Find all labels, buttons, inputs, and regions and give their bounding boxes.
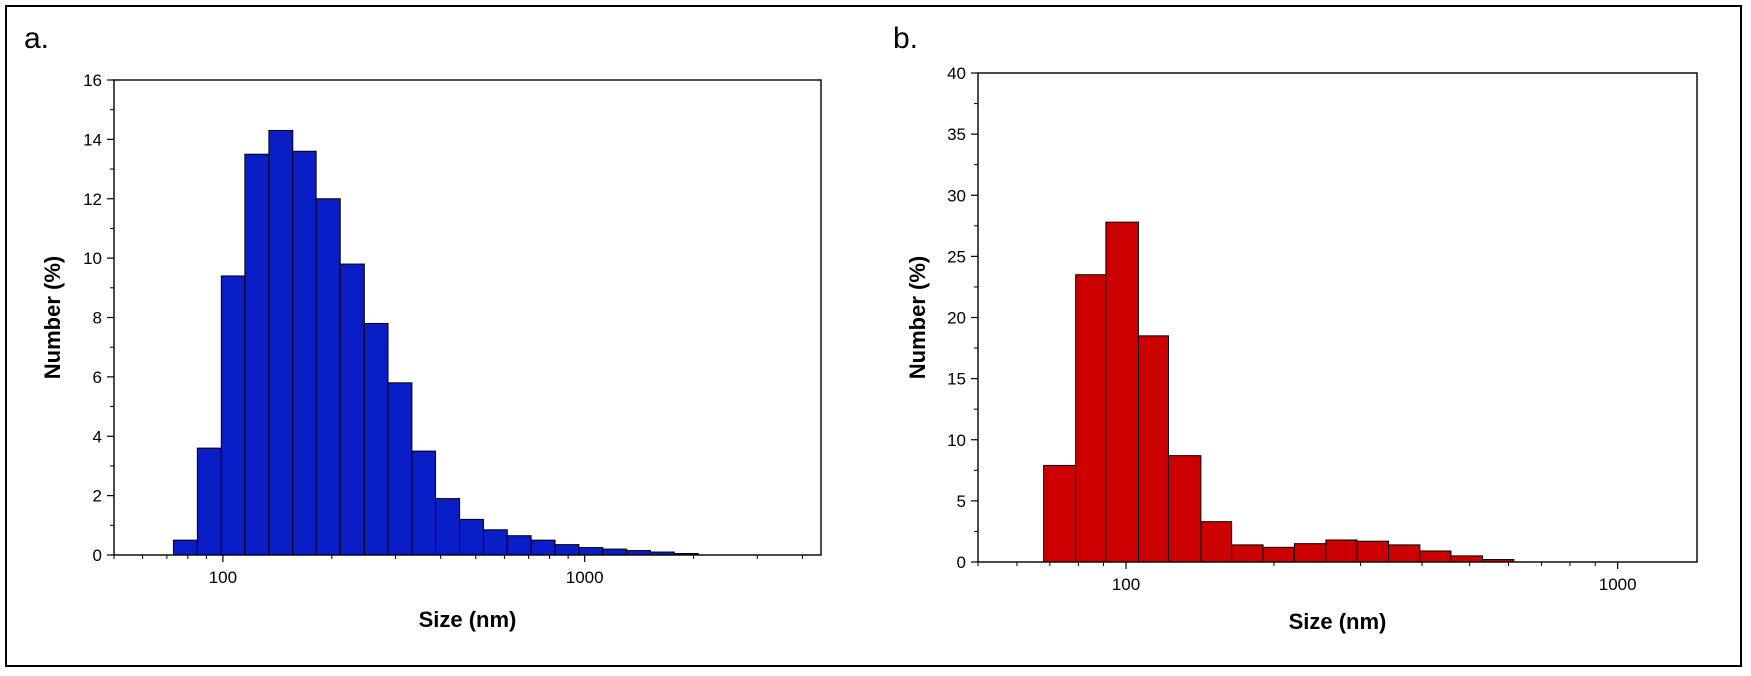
chart-a-bar (339, 263, 365, 556)
chart-b-y-tick-label: 5 (957, 492, 966, 511)
chart-a-bar (387, 382, 413, 556)
chart-a-x-axis-title: Size (nm) (419, 607, 517, 632)
chart-b-bar (1450, 555, 1484, 563)
chart-a-bar (292, 150, 317, 556)
chart-a-bar (411, 450, 437, 556)
chart-b-bar (1293, 543, 1327, 563)
chart-b-y-tick-label: 15 (947, 370, 966, 389)
chart-b-bar (1075, 274, 1107, 563)
chart-a-y-tick-label: 6 (93, 368, 102, 387)
chart-a-y-tick-label: 8 (93, 309, 102, 328)
chart-b-y-tick-label: 25 (947, 247, 966, 266)
chart-a-bar (244, 153, 270, 556)
chart-a-bar (268, 129, 294, 556)
chart-b-x-tick-label: 100 (1112, 575, 1140, 594)
chart-a-bar (172, 539, 198, 556)
chart-a-bar (315, 198, 341, 556)
chart-a-y-tick-label: 2 (93, 487, 102, 506)
chart-b-bar (1325, 539, 1358, 563)
chart-b-x-axis-title: Size (nm) (1289, 609, 1387, 634)
chart-b-panel-label: b. (893, 22, 918, 55)
chart-a-bar (435, 498, 461, 556)
chart-b-bar (1167, 455, 1202, 563)
chart-a-y-tick-label: 14 (83, 130, 102, 149)
chart-b-y-tick-label: 30 (947, 186, 966, 205)
chart-a-y-tick-label: 10 (83, 249, 102, 268)
chart-b-bar (1419, 550, 1452, 563)
chart-b-y-tick-label: 10 (947, 431, 966, 450)
chart-b-y-axis-title: Number (%) (905, 256, 930, 379)
chart-b-bar (1105, 221, 1139, 563)
chart-a-y-tick-label: 16 (83, 71, 102, 90)
chart-b-y-tick-label: 35 (947, 125, 966, 144)
chart-b: b. 0 5 10 15 20 25 30 35 40 100 1000 Size (nm) Number… (893, 22, 1698, 634)
chart-b-bar (1388, 544, 1421, 563)
chart-b-bar (1356, 540, 1390, 563)
chart-b-x-tick-label: 1000 (1599, 575, 1637, 594)
chart-a-bar (506, 535, 532, 556)
chart-a-bar (530, 539, 556, 556)
chart-a: a. 0 2 4 6 8 10 12 14 16 100 1000 Size (nm) Number (%… (24, 22, 822, 632)
chart-a-bar (363, 322, 389, 556)
chart-a-panel-label: a. (24, 22, 49, 55)
chart-a-bar (578, 547, 604, 556)
chart-a-bar (196, 447, 222, 556)
chart-a-x-tick-label: 1000 (566, 568, 604, 587)
chart-a-y-tick-label: 4 (93, 427, 102, 446)
chart-a-y-tick-label: 12 (83, 190, 102, 209)
chart-b-bar (1043, 464, 1077, 563)
chart-a-y-tick-label: 0 (93, 546, 102, 565)
chart-b-y-tick-label: 40 (947, 64, 966, 83)
chart-b-y-tick-label: 20 (947, 309, 966, 328)
chart-a-bar (602, 548, 628, 556)
chart-b-y-tick-label: 0 (957, 553, 966, 572)
chart-b-bar (1231, 544, 1264, 563)
chart-a-x-tick-label: 100 (209, 568, 237, 587)
chart-a-y-axis-title: Number (%) (40, 256, 65, 379)
chart-a-bar (554, 544, 580, 556)
chart-a-bar (220, 275, 246, 556)
chart-b-bar (1137, 335, 1169, 563)
chart-a-bar (459, 518, 484, 556)
chart-b-bar (1200, 521, 1233, 563)
chart-a-bar (482, 529, 508, 556)
chart-b-bar (1262, 546, 1295, 563)
